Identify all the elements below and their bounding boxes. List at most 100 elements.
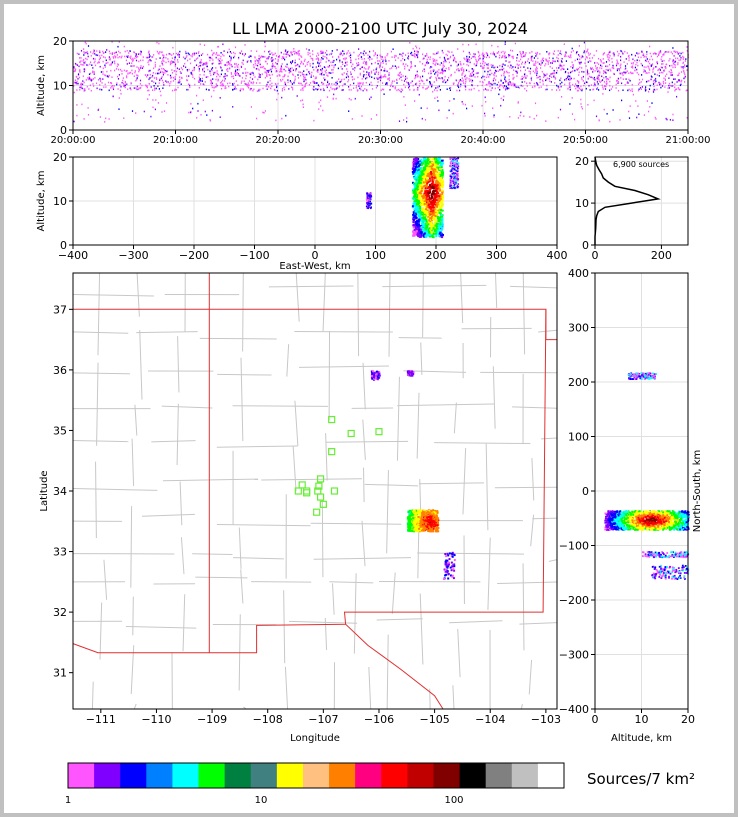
time-height-sources-point: [385, 60, 387, 62]
time-height-sources-point: [466, 63, 468, 66]
time-height-sources-point: [427, 62, 430, 64]
time-height-sources-point: [335, 97, 337, 100]
ew-cluster-main-point: [419, 197, 422, 200]
time-height-sources-point: [376, 114, 378, 116]
time-height-sources-point: [490, 64, 492, 66]
time-height-sources-point: [234, 52, 236, 55]
time-height-sources-point: [542, 57, 544, 60]
time-height-sources-point: [529, 72, 531, 75]
time-height-sources-point: [611, 61, 613, 63]
time-height-sources-point: [567, 76, 569, 79]
time-height-sources-point: [559, 83, 561, 85]
time-height-sources-point: [418, 47, 421, 50]
time-height-sources-point: [537, 57, 539, 60]
time-height-sources-point: [104, 64, 106, 67]
time-height-sources-point: [369, 50, 371, 53]
time-height-sources-point: [533, 63, 535, 65]
time-height-sources-point: [492, 107, 494, 109]
time-height-sources-point: [667, 87, 669, 89]
time-height-sources-point: [133, 75, 135, 77]
time-height-sources-point: [82, 75, 84, 77]
ew-cluster-main-point: [427, 201, 430, 204]
time-height-sources-point: [481, 104, 483, 107]
ew-cluster-main-point: [414, 192, 417, 195]
time-height-sources-point: [470, 73, 472, 76]
time-height-sources-point: [104, 66, 106, 68]
time-height-sources-point: [224, 85, 226, 88]
time-height-sources-point: [291, 53, 293, 56]
time-height-sources-point: [581, 89, 583, 92]
time-height-sources-point: [585, 65, 587, 67]
time-height-sources-point: [362, 89, 364, 92]
time-height-sources-point: [658, 52, 660, 55]
time-height-sources-point: [381, 82, 384, 84]
time-height-sources-point: [237, 66, 239, 68]
time-height-sources-point: [604, 88, 607, 90]
time-height-sources-point: [533, 57, 535, 59]
time-height-sources-point: [120, 85, 122, 88]
time-height-sources-point: [636, 68, 638, 71]
time-height-sources-point: [656, 88, 658, 91]
time-height-sources-point: [160, 70, 162, 73]
time-height-sources-point: [235, 63, 237, 65]
time-height-sources-point: [155, 58, 157, 60]
time-height-sources-point: [431, 83, 433, 86]
ew-cluster-main-point: [431, 193, 434, 196]
time-height-sources-point: [264, 41, 266, 44]
time-height-sources-point: [271, 73, 273, 76]
time-height-sources-point: [417, 75, 419, 78]
time-height-sources-point: [619, 119, 621, 121]
time-height-sources-point: [581, 55, 583, 57]
time-height-sources-point: [119, 56, 121, 58]
time-height-sources-point: [97, 62, 99, 64]
time-height-sources-point: [226, 61, 228, 64]
time-height-sources-point: [493, 74, 495, 77]
time-height-sources-point: [171, 62, 173, 64]
time-height-sources-point: [80, 82, 82, 85]
ew-cluster-main-point: [427, 223, 430, 226]
time-height-sources-point: [482, 57, 484, 60]
ew-cluster-main-point: [417, 211, 420, 213]
time-height-sources-point: [620, 50, 622, 52]
time-height-sources-point: [333, 93, 335, 96]
time-height-sources-point: [108, 58, 110, 61]
ew-cluster-main-point: [437, 197, 440, 200]
time-height-sources-point: [663, 54, 665, 56]
time-height-sources-point: [500, 84, 502, 87]
time-height-sources-point: [499, 84, 501, 86]
time-height-sources-point: [432, 62, 434, 65]
time-height-sources-point: [417, 89, 419, 91]
ew-cluster-main-point: [436, 169, 439, 172]
ew-cluster-main-point: [419, 187, 422, 190]
time-height-sources-point: [632, 72, 634, 74]
ew-cluster-east-point: [457, 183, 460, 185]
time-height-sources-point: [477, 84, 479, 87]
time-height-sources-point: [308, 84, 310, 86]
time-height-sources-point: [147, 98, 149, 100]
time-height-sources-point: [671, 64, 673, 67]
time-height-sources-point: [410, 63, 412, 65]
time-height-sources-point: [654, 73, 656, 75]
ew-cluster-main-point: [441, 228, 444, 231]
time-height-sources-point: [668, 84, 670, 87]
time-height-sources-point: [93, 61, 95, 64]
time-height-sources-point: [619, 49, 622, 52]
time-height-sources-point: [186, 55, 188, 57]
time-height-sources-point: [180, 83, 182, 85]
time-height-sources-point: [351, 118, 353, 120]
time-height-sources-point: [138, 70, 140, 73]
time-height-sources-point: [475, 58, 477, 61]
time-height-sources-point: [437, 73, 439, 76]
time-height-sources-point: [482, 55, 484, 57]
time-height-sources-point: [338, 78, 340, 80]
time-height-sources-point: [190, 103, 192, 105]
time-height-sources-point: [269, 50, 271, 52]
time-height-sources-point: [634, 69, 636, 72]
time-height-sources-point: [628, 72, 630, 74]
time-height-sources-point: [382, 75, 384, 78]
time-height-sources-point: [336, 82, 338, 85]
time-height-sources-point: [230, 63, 232, 66]
time-height-sources-point: [490, 82, 492, 85]
time-height-sources-point: [348, 88, 350, 91]
time-height-sources-point: [383, 59, 385, 61]
